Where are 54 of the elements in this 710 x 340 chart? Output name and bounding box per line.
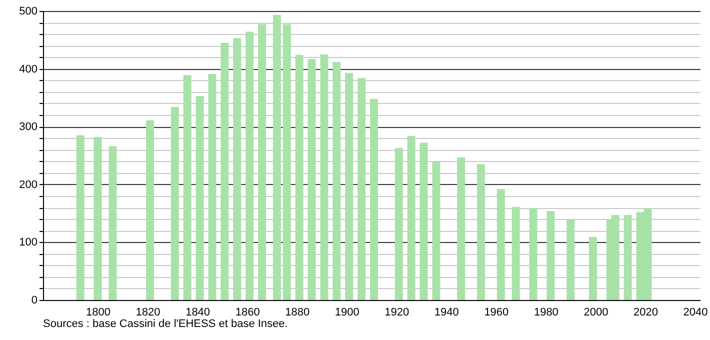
y-tick-label: 200: [19, 178, 38, 191]
bar: [394, 148, 403, 300]
bar: [208, 74, 216, 300]
y-tick-label: 300: [19, 121, 38, 134]
y-tick-label: 100: [19, 236, 38, 249]
bar: [546, 210, 555, 300]
x-tick-label: 1880: [285, 306, 310, 318]
y-tick-label: 500: [19, 6, 38, 18]
bar: [370, 98, 378, 300]
bar: [566, 220, 575, 300]
x-tick-label: 1820: [136, 306, 160, 318]
bar: [246, 32, 254, 300]
bar: [476, 164, 485, 300]
bar: [624, 215, 632, 300]
bar: [496, 189, 505, 300]
bar: [432, 162, 440, 300]
bar: [272, 15, 281, 300]
bar: [258, 24, 266, 300]
bar: [345, 72, 354, 300]
source-note: Sources : base Cassini de l'EHESS et base Insee.: [43, 318, 288, 330]
bar: [512, 206, 520, 300]
bar: [146, 120, 154, 300]
bar: [308, 58, 316, 300]
x-tick-label: 2020: [633, 306, 658, 318]
bar: [76, 135, 84, 300]
bar: [420, 142, 428, 300]
bar: [332, 62, 341, 300]
bar: [108, 146, 117, 300]
bar: [320, 54, 328, 300]
bar: [588, 237, 597, 300]
x-tick-label: 1900: [334, 306, 360, 318]
bar: [220, 42, 229, 300]
y-tick-label: 400: [19, 63, 38, 76]
bar: [407, 136, 416, 300]
bar: [529, 208, 538, 300]
y-tick-label: 0: [31, 294, 38, 306]
x-tick-label: 1840: [186, 306, 210, 318]
bar: [233, 38, 242, 300]
x-tick-label: 1800: [86, 306, 111, 318]
bar: [170, 106, 179, 300]
x-tick-label: 2000: [584, 306, 608, 318]
bar: [282, 24, 291, 300]
bar: [295, 54, 304, 300]
x-tick-label: 1960: [484, 306, 509, 318]
bar: [183, 75, 192, 300]
bar: [457, 157, 466, 300]
x-tick-label: 1920: [384, 306, 410, 318]
bar: [358, 78, 366, 300]
bar: [94, 137, 102, 300]
bar: [196, 96, 204, 300]
x-tick-label: 2040: [683, 306, 708, 318]
x-tick-label: 1980: [534, 306, 558, 318]
x-tick-label: 1940: [434, 306, 459, 318]
x-tick-label: 1860: [235, 306, 260, 318]
